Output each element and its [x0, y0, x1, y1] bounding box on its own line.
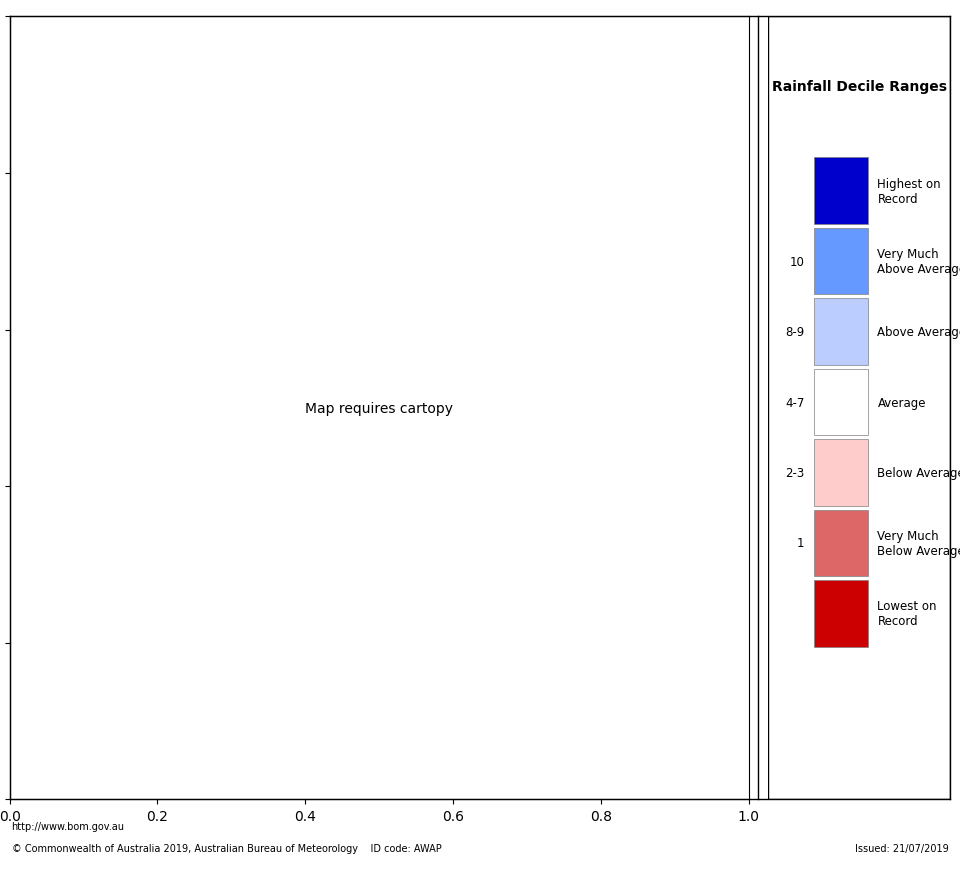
Bar	[814, 369, 869, 436]
Bar	[814, 299, 869, 366]
Text: Issued: 21/07/2019: Issued: 21/07/2019	[854, 843, 948, 852]
Bar	[814, 510, 869, 577]
Bar	[814, 229, 869, 295]
Text: Very Much
Below Average: Very Much Below Average	[877, 529, 960, 557]
Text: Rainfall Decile Ranges: Rainfall Decile Ranges	[772, 80, 947, 94]
Text: © Commonwealth of Australia 2019, Australian Bureau of Meteorology    ID code: A: © Commonwealth of Australia 2019, Austra…	[12, 843, 442, 852]
Text: http://www.bom.gov.au: http://www.bom.gov.au	[12, 821, 125, 831]
Text: Very Much
Above Average: Very Much Above Average	[877, 248, 960, 275]
Text: Below Average: Below Average	[877, 467, 960, 480]
Text: Above Average: Above Average	[877, 326, 960, 339]
Bar	[814, 158, 869, 224]
Text: 10: 10	[790, 255, 804, 269]
Text: 2-3: 2-3	[785, 467, 804, 480]
Text: Average: Average	[877, 396, 926, 409]
Text: Highest on
Record: Highest on Record	[877, 177, 941, 205]
Bar	[814, 440, 869, 506]
Text: Lowest on
Record: Lowest on Record	[877, 600, 937, 627]
Text: 4-7: 4-7	[785, 396, 804, 409]
Text: 8-9: 8-9	[785, 326, 804, 339]
Bar	[814, 580, 869, 647]
Text: 1: 1	[797, 537, 804, 550]
Text: Map requires cartopy: Map requires cartopy	[305, 401, 453, 415]
